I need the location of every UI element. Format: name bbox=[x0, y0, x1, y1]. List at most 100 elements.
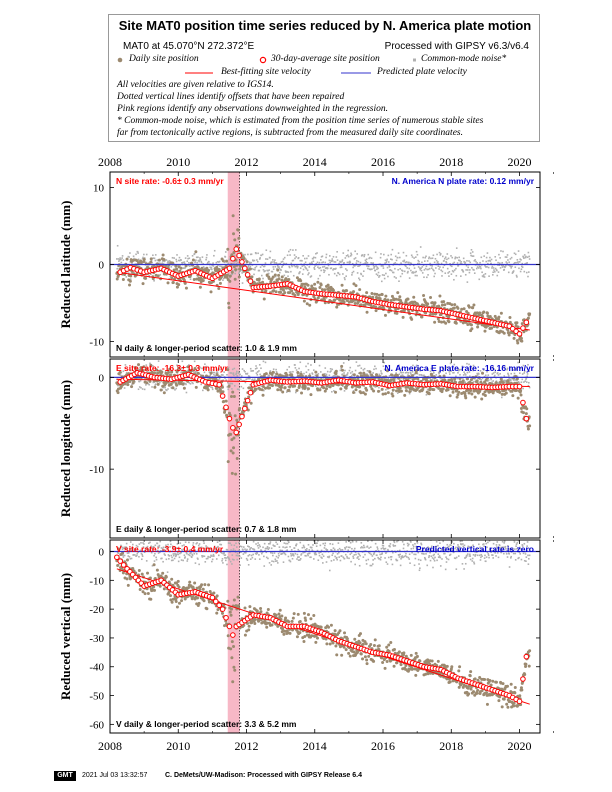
common-mode-point bbox=[353, 265, 356, 267]
common-mode-point bbox=[247, 375, 250, 377]
common-mode-point bbox=[308, 549, 311, 551]
common-mode-point bbox=[263, 565, 266, 567]
common-mode-point bbox=[391, 258, 393, 261]
common-mode-point bbox=[344, 268, 347, 270]
daily-point bbox=[232, 251, 236, 255]
common-mode-point bbox=[215, 372, 218, 375]
common-mode-point bbox=[254, 558, 257, 560]
daily-point bbox=[197, 278, 201, 282]
common-mode-point bbox=[195, 370, 197, 373]
common-mode-point bbox=[486, 370, 488, 373]
common-mode-point bbox=[141, 388, 144, 390]
daily-point bbox=[339, 387, 343, 391]
daily-point bbox=[478, 390, 482, 394]
common-mode-point bbox=[344, 278, 346, 281]
common-mode-point bbox=[292, 554, 295, 557]
common-mode-point bbox=[240, 375, 243, 377]
common-mode-point bbox=[450, 273, 453, 275]
common-mode-point bbox=[186, 260, 189, 262]
common-mode-point bbox=[332, 552, 334, 555]
common-mode-point bbox=[123, 554, 126, 557]
daily-point bbox=[229, 432, 233, 436]
common-mode-point bbox=[161, 557, 163, 560]
common-mode-point bbox=[521, 266, 524, 268]
common-mode-point bbox=[414, 386, 417, 389]
common-mode-point bbox=[171, 556, 173, 559]
common-mode-point bbox=[189, 278, 192, 280]
common-mode-point bbox=[287, 275, 289, 278]
common-mode-point bbox=[257, 542, 259, 544]
daily-point bbox=[233, 414, 237, 418]
common-mode-point bbox=[206, 254, 208, 256]
common-mode-point bbox=[385, 261, 388, 264]
common-mode-point bbox=[202, 389, 204, 392]
common-mode-point bbox=[455, 267, 457, 270]
common-mode-point bbox=[223, 552, 225, 554]
daily-point bbox=[271, 370, 275, 374]
daily-point bbox=[504, 391, 508, 395]
common-mode-point bbox=[333, 374, 336, 377]
y-axis-label: Reduced longitude (mm) bbox=[58, 380, 73, 517]
common-mode-point bbox=[469, 269, 471, 271]
daily-point bbox=[295, 388, 299, 392]
common-mode-point bbox=[195, 542, 198, 545]
common-mode-point bbox=[366, 370, 369, 372]
daily-point bbox=[260, 388, 264, 392]
common-mode-point bbox=[331, 390, 333, 393]
daily-point bbox=[404, 389, 408, 393]
daily-point bbox=[221, 390, 225, 394]
common-mode-point bbox=[302, 544, 305, 547]
daily-point bbox=[228, 279, 232, 283]
daily-point bbox=[475, 379, 479, 383]
daily-point bbox=[469, 378, 473, 382]
common-mode-point bbox=[193, 546, 196, 549]
daily-point bbox=[403, 393, 407, 397]
common-mode-point bbox=[376, 268, 378, 271]
common-mode-point bbox=[217, 379, 219, 381]
common-mode-point bbox=[148, 274, 150, 277]
common-mode-point bbox=[364, 262, 366, 265]
daily-point bbox=[283, 291, 287, 295]
common-mode-point bbox=[120, 258, 122, 261]
common-mode-point bbox=[151, 386, 153, 388]
daily-point bbox=[279, 290, 283, 294]
common-mode-point bbox=[311, 373, 314, 375]
common-mode-point bbox=[204, 561, 207, 563]
common-mode-point bbox=[294, 249, 297, 251]
common-mode-point bbox=[200, 546, 203, 549]
common-mode-point bbox=[230, 549, 232, 551]
common-mode-point bbox=[509, 366, 511, 368]
daily-point bbox=[475, 311, 479, 315]
common-mode-point bbox=[160, 380, 163, 383]
common-mode-point bbox=[358, 265, 361, 267]
common-mode-point bbox=[267, 374, 270, 377]
common-mode-point bbox=[482, 260, 484, 262]
avg30-point bbox=[226, 265, 233, 272]
daily-point bbox=[172, 268, 176, 272]
common-mode-point bbox=[183, 267, 185, 269]
daily-point bbox=[171, 261, 175, 265]
common-mode-point bbox=[121, 257, 123, 259]
common-mode-point bbox=[377, 271, 380, 274]
common-mode-point bbox=[265, 258, 267, 260]
common-mode-point bbox=[392, 374, 395, 376]
common-mode-point bbox=[166, 571, 169, 573]
panel-plot-area bbox=[110, 172, 540, 357]
common-mode-point bbox=[200, 549, 202, 551]
common-mode-point bbox=[382, 265, 384, 267]
common-mode-point bbox=[185, 383, 187, 386]
common-mode-point bbox=[181, 548, 183, 551]
common-mode-point bbox=[178, 256, 181, 259]
common-mode-point bbox=[380, 370, 382, 372]
common-mode-point bbox=[503, 379, 506, 382]
common-mode-point bbox=[307, 255, 310, 257]
common-mode-point bbox=[319, 551, 322, 554]
common-mode-point bbox=[498, 264, 501, 267]
common-mode-point bbox=[491, 366, 494, 369]
common-mode-point bbox=[144, 377, 147, 380]
common-mode-point bbox=[445, 372, 447, 375]
daily-point bbox=[281, 390, 285, 394]
common-mode-point bbox=[319, 371, 322, 373]
daily-point bbox=[478, 311, 482, 315]
common-mode-point bbox=[446, 258, 448, 261]
